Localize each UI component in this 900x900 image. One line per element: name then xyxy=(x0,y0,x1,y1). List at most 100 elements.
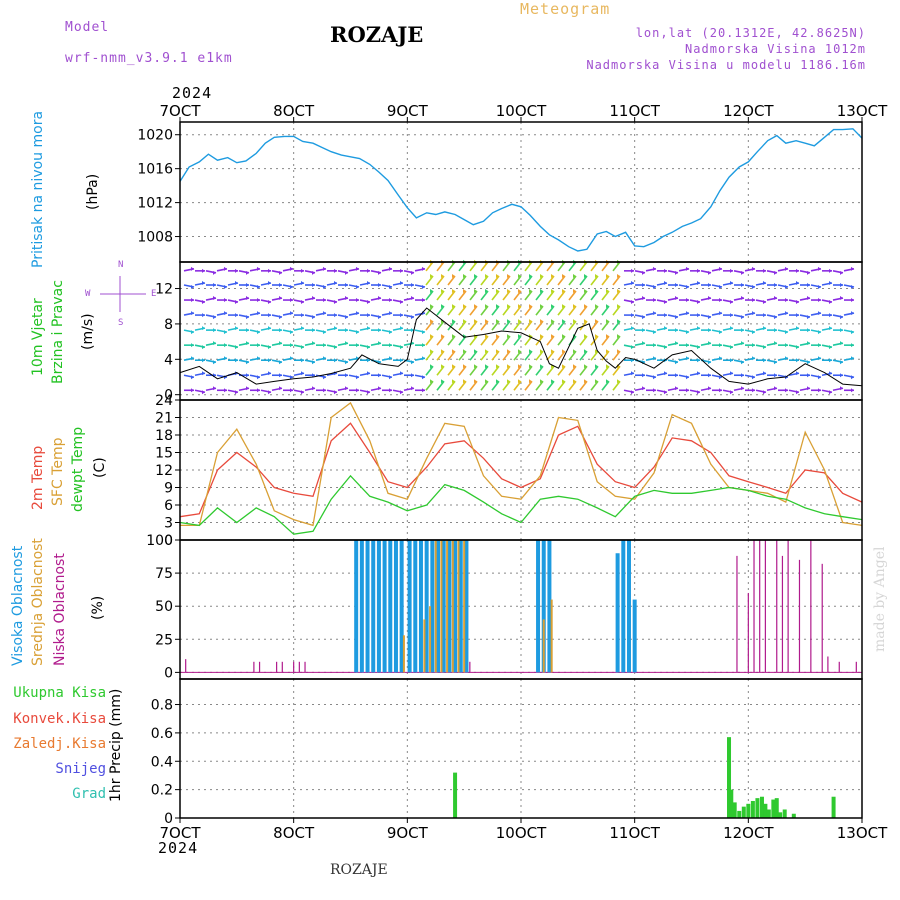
wind-arrow xyxy=(480,380,489,391)
wind-arrow xyxy=(513,275,522,286)
wind-arrowhead xyxy=(796,345,799,350)
wind-arrowhead xyxy=(518,334,521,339)
wind-arrowhead xyxy=(529,379,532,384)
x-tick-label-top: 9OCT xyxy=(387,102,429,120)
wind-arrowhead xyxy=(496,304,499,309)
wind-arrow xyxy=(546,350,555,361)
wind-arrowhead xyxy=(279,315,282,320)
wind-arrowhead xyxy=(829,371,832,376)
wind-arrowhead xyxy=(334,345,337,350)
wind-arrowhead xyxy=(642,386,645,391)
wind-arrowhead xyxy=(257,298,260,303)
wind-arrowhead xyxy=(774,360,777,365)
low-cloud-bar xyxy=(781,555,784,673)
wind-arrow xyxy=(524,380,533,391)
wind-arrowhead xyxy=(763,268,766,273)
wind-arrowhead xyxy=(642,328,645,333)
y-tick-label: 1020 xyxy=(137,128,173,144)
wind-arrowhead xyxy=(606,349,609,354)
wind-arrowhead xyxy=(400,358,403,363)
wind-arrow xyxy=(425,290,434,301)
y-tick-label: 100 xyxy=(146,533,173,549)
wind-arrow xyxy=(513,261,522,272)
low-cloud-bar xyxy=(759,540,761,673)
wind-arrowhead xyxy=(202,371,205,376)
wind-arrowhead xyxy=(268,345,271,350)
wind-arrowhead xyxy=(763,371,766,376)
wind-arrow xyxy=(546,290,555,301)
high-cloud-bar xyxy=(376,540,381,673)
wind-arrow xyxy=(436,335,445,346)
wind-arrowhead xyxy=(595,319,598,324)
wind-arrowhead xyxy=(257,311,260,316)
wind-arrowhead xyxy=(356,356,359,361)
wind-arrow xyxy=(447,350,456,361)
wind-arrow xyxy=(557,305,566,316)
wind-arrowhead xyxy=(774,341,777,346)
wind-arrowhead xyxy=(441,379,444,384)
low-cloud-bar xyxy=(776,540,778,673)
wind-arrowhead xyxy=(422,266,425,271)
wind-arrow xyxy=(513,350,522,361)
wind-arrowhead xyxy=(441,364,444,369)
wind-arrow xyxy=(502,335,511,346)
wind-arrowhead xyxy=(785,285,788,289)
wind-arrowhead xyxy=(642,283,645,287)
wind-arrowhead xyxy=(752,285,755,289)
wind-arrow xyxy=(612,350,621,361)
high-cloud-bar xyxy=(436,540,441,673)
wind-arrowhead xyxy=(730,326,733,331)
wind-arrowhead xyxy=(653,330,656,335)
wind-arrowhead xyxy=(257,388,260,393)
wind-arrowhead xyxy=(840,315,843,320)
wind-arrowhead xyxy=(224,356,227,361)
wind-arrowhead xyxy=(697,371,700,376)
precip-bar xyxy=(729,789,734,818)
wind-arrow xyxy=(535,335,544,346)
wind-arrowhead xyxy=(796,300,799,305)
wind-arrowhead xyxy=(807,360,810,365)
wind-arrowhead xyxy=(452,364,455,369)
wind-arrowhead xyxy=(452,349,455,354)
wind-arrowhead xyxy=(518,289,521,294)
wind-arrowhead xyxy=(617,289,620,294)
wind-arrowhead xyxy=(730,390,733,395)
wind-arrowhead xyxy=(246,341,249,346)
wind-arrow xyxy=(502,365,511,376)
y-tick-label: 1012 xyxy=(137,196,173,212)
wind-arrowhead xyxy=(224,388,227,393)
wind-arrow xyxy=(601,261,610,272)
wind-arrowhead xyxy=(323,343,326,348)
wind-arrowhead xyxy=(562,319,565,324)
wind-arrowhead xyxy=(279,296,282,301)
high-cloud-bar xyxy=(547,540,552,673)
wind-arrowhead xyxy=(686,375,689,380)
wind-arrowhead xyxy=(496,349,499,354)
wind-arrowhead xyxy=(268,390,271,395)
y-tick-label: 24 xyxy=(155,393,173,409)
wind-arrowhead xyxy=(664,390,667,395)
wind-arrowhead xyxy=(224,330,227,335)
wind-arrowhead xyxy=(202,345,205,350)
wind-arrowhead xyxy=(202,281,205,285)
wind-arrowhead xyxy=(763,390,766,395)
wind-arrow xyxy=(447,335,456,346)
wind-arrowhead xyxy=(631,326,634,331)
wind-arrowhead xyxy=(191,388,194,393)
x-tick-label-top: 13OCT xyxy=(837,102,888,120)
wind-arrowhead xyxy=(664,313,667,318)
model-name: wrf-nmm_v3.9.1 e1km xyxy=(65,51,233,66)
y-tick-label: 0.6 xyxy=(151,726,173,742)
y-tick-label: 4 xyxy=(164,352,173,368)
wind-arrowhead xyxy=(774,296,777,301)
wind-arrowhead xyxy=(411,296,414,301)
wind-arrow xyxy=(425,350,434,361)
wind-arrowhead xyxy=(730,371,733,376)
wind-arrowhead xyxy=(631,281,634,285)
wind-arrow xyxy=(469,290,478,301)
wind-arrow xyxy=(447,290,456,301)
wind-arrowhead xyxy=(202,326,205,331)
y-tick-label: 15 xyxy=(155,446,173,462)
wind-arrowhead xyxy=(642,373,645,378)
wind-arrow xyxy=(436,350,445,361)
